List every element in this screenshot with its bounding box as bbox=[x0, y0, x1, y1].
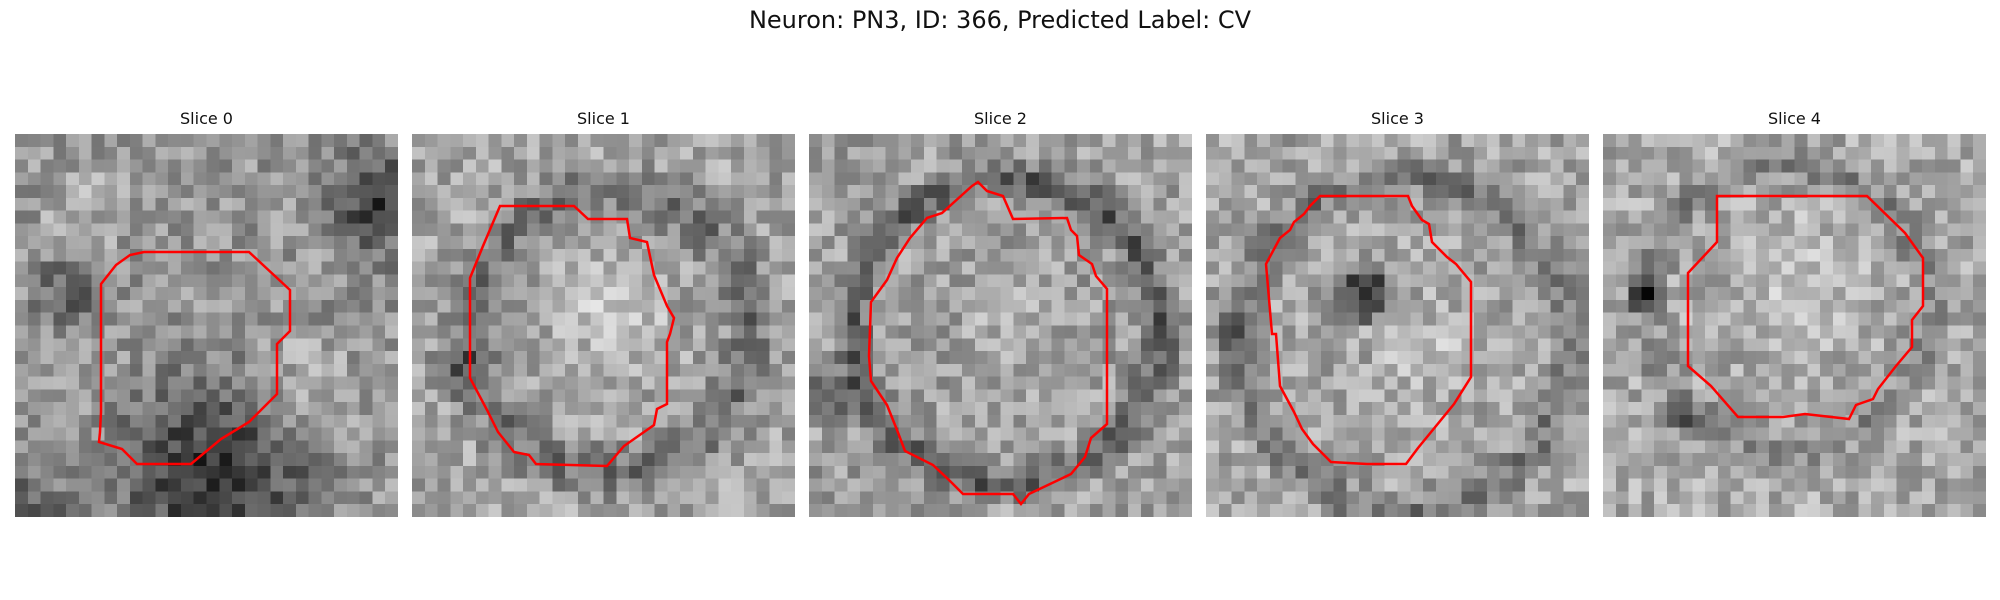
slice-image bbox=[809, 134, 1192, 517]
segmentation-outline bbox=[867, 180, 1109, 507]
microscopy-image bbox=[1206, 134, 1589, 517]
slice-panel-4: Slice 4 bbox=[1603, 108, 1986, 517]
slice-image bbox=[15, 134, 398, 517]
slice-title: Slice 1 bbox=[577, 109, 630, 128]
slice-panel-1: Slice 1 bbox=[412, 108, 795, 517]
slice-title: Slice 4 bbox=[1768, 109, 1821, 128]
microscopy-image bbox=[412, 134, 795, 517]
slice-title: Slice 0 bbox=[180, 109, 233, 128]
segmentation-outline bbox=[1686, 194, 1925, 421]
microscopy-image bbox=[1603, 134, 1986, 517]
slice-image bbox=[1206, 134, 1589, 517]
segmentation-outline bbox=[1264, 194, 1473, 466]
microscopy-image bbox=[809, 134, 1192, 517]
slice-image bbox=[1603, 134, 1986, 517]
slice-panel-2: Slice 2 bbox=[809, 108, 1192, 517]
figure-title: Neuron: PN3, ID: 366, Predicted Label: C… bbox=[748, 6, 1252, 34]
slice-panel-3: Slice 3 bbox=[1206, 108, 1589, 517]
segmentation-outline bbox=[97, 250, 292, 466]
segmentation-outline bbox=[468, 204, 676, 468]
slice-title: Slice 3 bbox=[1371, 109, 1424, 128]
slice-image bbox=[412, 134, 795, 517]
slice-panel-0: Slice 0 bbox=[15, 108, 398, 517]
slice-title: Slice 2 bbox=[974, 109, 1027, 128]
microscopy-image bbox=[15, 134, 398, 517]
